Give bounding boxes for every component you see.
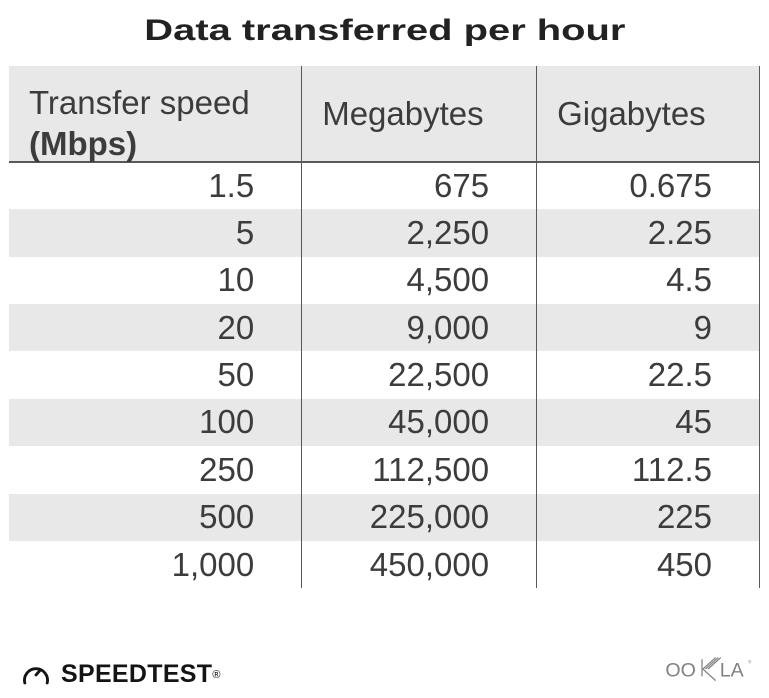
svg-text:OO: OO <box>665 659 696 681</box>
svg-text:®: ® <box>748 660 752 665</box>
svg-text:LA: LA <box>720 659 745 681</box>
